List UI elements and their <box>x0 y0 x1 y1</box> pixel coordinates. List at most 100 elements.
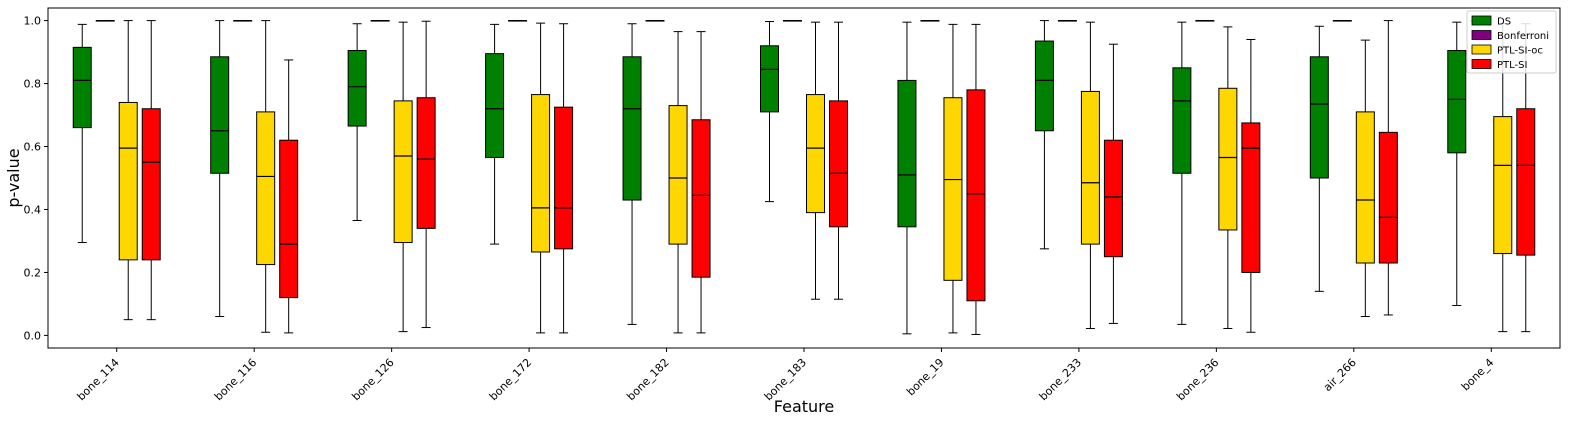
box-body <box>1241 122 1261 273</box>
box-ds-bone_19 <box>897 21 917 335</box>
box-ds-bone_172 <box>485 23 505 245</box>
y-axis: 0.0 0.2 0.4 0.6 0.8 1.0 <box>24 15 48 342</box>
legend: DS Bonferroni PTL-SI-oc PTL-SI <box>1466 10 1557 74</box>
box-bonferroni-bone_182 <box>645 19 665 22</box>
box-ds-bone_114 <box>72 23 92 244</box>
x-axis-title: Feature <box>774 397 834 416</box>
box-bonferroni-bone_126 <box>370 19 390 22</box>
box-body <box>210 56 230 174</box>
box-body <box>256 111 276 266</box>
x-tick-label: bone_114 <box>75 356 122 403</box>
box-body <box>943 97 963 281</box>
y-axis-title: p-value <box>4 148 23 207</box>
x-tick-label: bone_116 <box>212 356 259 403</box>
box-ptl-si-oc-bone_126 <box>393 21 413 333</box>
legend-swatch-ptl-si-oc <box>1471 44 1492 55</box>
box-bonferroni-bone_172 <box>508 19 528 22</box>
box-body <box>1103 139 1123 258</box>
x-tick-label: bone_182 <box>624 356 671 403</box>
box-bonferroni-bone_236 <box>1195 19 1215 22</box>
box-ds-bone_4 <box>1447 21 1467 306</box>
x-tick-label: air_266 <box>1321 356 1359 394</box>
x-tick-label: bone_19 <box>904 356 946 398</box>
box-ptl-si-oc-bone_19 <box>943 23 963 334</box>
box-body <box>416 97 436 229</box>
box-bonferroni-bone_183 <box>783 19 802 22</box>
box-body <box>1378 131 1398 264</box>
y-tick-label: 0.6 <box>24 141 42 154</box>
legend-swatch-ptl-si <box>1471 59 1492 69</box>
box-body <box>1355 111 1375 264</box>
box-body <box>966 89 986 302</box>
box-body <box>1309 56 1329 179</box>
y-tick-label: 0.8 <box>24 78 42 91</box>
box-ptl-si-oc-bone_236 <box>1218 26 1238 329</box>
box-ptl-si-bone_114 <box>141 20 161 321</box>
box-ptl-si-oc-bone_182 <box>668 31 688 334</box>
x-tick-label: bone_236 <box>1174 356 1221 403</box>
box-body <box>347 50 367 127</box>
box-ds-bone_233 <box>1034 20 1054 250</box>
y-tick-label: 0.4 <box>24 203 42 216</box>
box-ptl-si-oc-bone_172 <box>531 22 551 334</box>
legend-label-ptl-si-oc: PTL-SI-oc <box>1497 46 1543 57</box>
legend-swatch-ds <box>1471 15 1492 26</box>
box-bonferroni-bone_114 <box>95 19 115 22</box>
box-ptl-si-oc-bone_183 <box>806 21 825 300</box>
box-ptl-si-bone_126 <box>416 20 436 329</box>
box-bonferroni-bone_19 <box>920 19 940 22</box>
x-tick-label: bone_233 <box>1037 356 1084 403</box>
box-body <box>141 108 161 261</box>
box-body <box>554 106 574 250</box>
legend-label-bonferroni: Bonferroni <box>1497 31 1549 42</box>
box-body <box>691 119 711 278</box>
box-ds-bone_183 <box>760 21 779 203</box>
legend-frame <box>1466 10 1557 74</box>
box-ds-bone_116 <box>210 20 230 318</box>
box-body <box>622 56 642 201</box>
box-body <box>1218 87 1238 231</box>
box-body <box>531 94 551 253</box>
plot-frame <box>47 7 1561 349</box>
box-body <box>1493 116 1513 255</box>
box-body <box>829 100 848 228</box>
box-body <box>1080 90 1100 245</box>
box-bonferroni-bone_116 <box>233 19 253 22</box>
box-ds-air_266 <box>1309 25 1329 292</box>
plot-area <box>48 8 1560 348</box>
box-ptl-si-bone_182 <box>691 31 711 334</box>
box-body <box>1034 40 1054 132</box>
box-ptl-si-oc-bone_116 <box>256 20 276 333</box>
box-ptl-si-air_266 <box>1378 20 1398 316</box>
legend-swatch-bonferroni <box>1471 30 1492 40</box>
box-ptl-si-bone_183 <box>829 21 848 300</box>
box-ptl-si-bone_116 <box>279 59 299 334</box>
box-bonferroni-air_266 <box>1332 19 1352 22</box>
box-ptl-si-bone_236 <box>1241 38 1261 333</box>
box-body <box>393 100 413 244</box>
box-ptl-si-bone_19 <box>966 23 986 335</box>
box-body <box>806 94 825 214</box>
box-body <box>72 46 92 129</box>
box-ds-bone_182 <box>622 23 642 325</box>
box-body <box>668 105 688 245</box>
box-ptl-si-oc-air_266 <box>1355 39 1375 318</box>
box-body <box>1447 50 1467 154</box>
box-ds-bone_236 <box>1172 21 1192 325</box>
box-body <box>279 139 299 299</box>
box-body <box>760 45 779 113</box>
legend-label-ptl-si: PTL-SI <box>1497 60 1527 71</box>
box-ds-bone_126 <box>347 23 367 221</box>
x-tick-label: bone_172 <box>487 356 534 403</box>
box-body <box>1516 108 1536 256</box>
legend-label-ds: DS <box>1497 17 1511 28</box>
box-body <box>897 79 917 228</box>
x-axis: bone_114 bone_116 bone_126 bone_172 bone_182… <box>75 348 1496 403</box>
box-ptl-si-oc-bone_114 <box>118 20 138 321</box>
box-body <box>485 53 505 159</box>
box-body <box>1172 67 1192 174</box>
x-tick-label: bone_126 <box>349 356 396 403</box>
box-ptl-si-bone_172 <box>554 23 574 334</box>
box-body <box>118 101 138 261</box>
